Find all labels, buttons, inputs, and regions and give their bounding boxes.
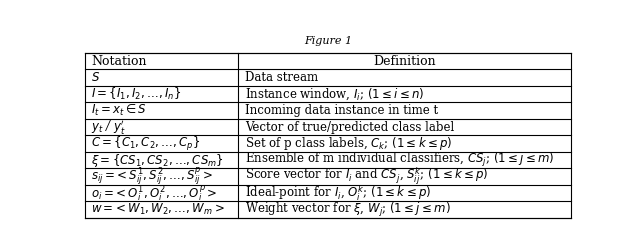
Text: Instance window, $I_i$; $(1 \leq i \leq n)$: Instance window, $I_i$; $(1 \leq i \leq … — [244, 86, 424, 102]
Text: $s_{ij} =\!< S^1_{ij}, S^2_{ij}, \ldots, S^p_{ij} >$: $s_{ij} =\!< S^1_{ij}, S^2_{ij}, \ldots,… — [91, 166, 214, 187]
Text: Data stream: Data stream — [244, 71, 318, 84]
Text: Notation: Notation — [91, 55, 147, 68]
Text: Figure 1: Figure 1 — [304, 36, 352, 46]
Text: $w =\!< W_1, W_2, \ldots, W_m >$: $w =\!< W_1, W_2, \ldots, W_m >$ — [91, 202, 225, 217]
Text: Ideal-point for $I_i$, $O^k_i$; $(1 \leq k \leq p)$: Ideal-point for $I_i$, $O^k_i$; $(1 \leq… — [244, 183, 431, 203]
Text: Ensemble of m individual classifiers, $CS_j$; $(1 \leq j \leq m)$: Ensemble of m individual classifiers, $C… — [244, 151, 554, 169]
Text: Weight vector for $\xi$, $W_j$; $(1 \leq j \leq m)$: Weight vector for $\xi$, $W_j$; $(1 \leq… — [244, 200, 451, 219]
Text: Vector of true/predicted class label: Vector of true/predicted class label — [244, 121, 454, 133]
Text: $C = \{C_1, C_2, \ldots, C_p\}$: $C = \{C_1, C_2, \ldots, C_p\}$ — [91, 134, 200, 153]
Text: $\xi = \{CS_1, CS_2, \ldots, CS_m\}$: $\xi = \{CS_1, CS_2, \ldots, CS_m\}$ — [91, 152, 224, 169]
Text: Set of p class labels, $C_k$; $(1 \leq k \leq p)$: Set of p class labels, $C_k$; $(1 \leq k… — [244, 135, 452, 152]
Text: Definition: Definition — [373, 55, 436, 68]
Bar — [85, 53, 571, 218]
Text: $I_t = x_t \in S$: $I_t = x_t \in S$ — [91, 103, 147, 118]
Text: $I = \{I_1, I_2, \ldots, I_n\}$: $I = \{I_1, I_2, \ldots, I_n\}$ — [91, 86, 181, 102]
Text: Incoming data instance in time t: Incoming data instance in time t — [244, 104, 438, 117]
Text: $S$: $S$ — [91, 71, 100, 84]
Text: $o_i =\!< O^1_i, O^2_i, \ldots, O^p_i >$: $o_i =\!< O^1_i, O^2_i, \ldots, O^p_i >$ — [91, 183, 218, 203]
Text: Score vector for $I_i$ and $CS_j$, $S^k_{ij}$; $(1 \leq k \leq p)$: Score vector for $I_i$ and $CS_j$, $S^k_… — [244, 166, 488, 187]
Text: $y_t$ / $y_t'$: $y_t$ / $y_t'$ — [91, 118, 126, 136]
